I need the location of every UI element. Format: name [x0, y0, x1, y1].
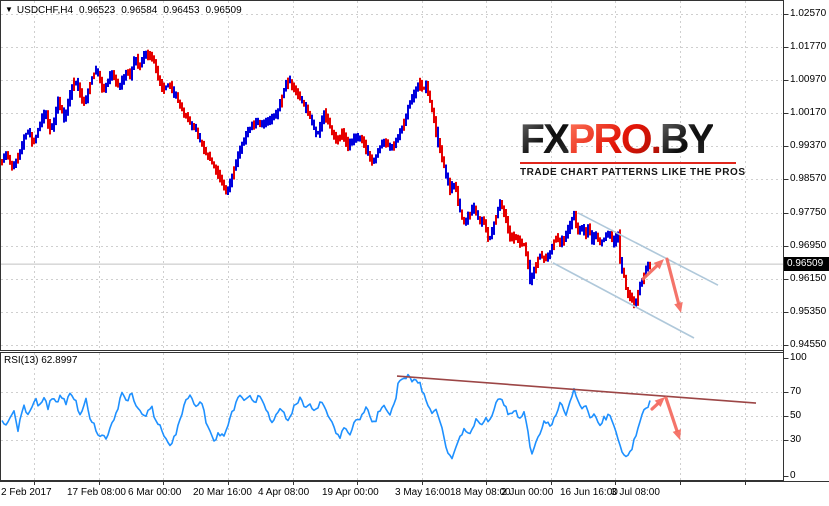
- rsi-axis-label: 70: [790, 386, 802, 397]
- channel-lower-line: [552, 262, 695, 339]
- quote-low: 0.96453: [163, 5, 200, 16]
- forecast-arrow-shaft: [665, 257, 681, 305]
- time-axis-label: 18 May 08:00: [450, 487, 511, 498]
- rsi-trendline: [396, 375, 757, 404]
- quote-high: 0.96584: [121, 5, 158, 16]
- rsi-axis-label: 0: [790, 470, 796, 481]
- price-axis-label: 0.97750: [790, 207, 827, 218]
- time-axis-label: 2 Jun 00:00: [501, 487, 554, 498]
- logo-tagline: TRADE CHART PATTERNS LIKE THE PROS: [520, 167, 746, 178]
- logo-fx: FX: [520, 115, 570, 162]
- price-axis-label: 1.00970: [790, 74, 827, 85]
- forecast-arrow-shaft: [650, 402, 660, 411]
- time-axis-label: 20 Mar 16:00: [193, 487, 252, 498]
- quote-close: 0.96509: [205, 5, 242, 16]
- forecast-arrow-head: [654, 397, 665, 408]
- time-axis-label: 17 Feb 08:00: [67, 487, 126, 498]
- time-axis-label: 3 Jul 08:00: [611, 487, 660, 498]
- price-axis-label: 0.99370: [790, 140, 827, 151]
- price-axis-label: 0.96950: [790, 240, 827, 251]
- price-axis-label: 0.95350: [790, 306, 827, 317]
- watermark-logo: FXPRO.BY TRADE CHART PATTERNS LIKE THE P…: [520, 118, 746, 178]
- rsi-line: [1, 373, 651, 460]
- time-axis-label: 19 Apr 00:00: [322, 487, 379, 498]
- rsi-axis-label: 100: [790, 352, 807, 363]
- time-axis-label: 2 Feb 2017: [1, 487, 52, 498]
- channel-upper-line: [577, 212, 719, 286]
- forecast-arrow-shaft: [664, 396, 679, 433]
- logo-by: BY: [660, 115, 715, 162]
- main-pane-border: [0, 0, 784, 351]
- price-axis-label: 0.96150: [790, 273, 827, 284]
- chevron-down-icon: ▼: [5, 5, 13, 14]
- logo-wordmark: FXPRO.BY: [520, 118, 739, 160]
- rsi-pane-border: [0, 352, 784, 481]
- rsi-axis-label: 30: [790, 434, 802, 445]
- rsi-indicator-label: RSI(13) 62.8997: [4, 355, 78, 366]
- price-axis-label: 0.94550: [790, 339, 827, 350]
- price-axis-label: 1.01770: [790, 41, 827, 52]
- candlestick-series: [1, 49, 651, 309]
- quote-open: 0.96523: [79, 5, 116, 16]
- logo-pro: PRO.: [568, 115, 662, 162]
- price-axis-label: 1.00170: [790, 107, 827, 118]
- forecast-arrow-shaft: [641, 264, 659, 281]
- forecast-arrow-head: [672, 429, 682, 440]
- time-axis-label: 3 May 16:00: [395, 487, 451, 498]
- time-axis-label: 16 Jun 16:00: [560, 487, 618, 498]
- time-axis-label: 4 Apr 08:00: [258, 487, 310, 498]
- forecast-arrow-head: [653, 259, 664, 270]
- chart-title: ▼ USDCHF,H4 0.96523 0.96584 0.96453 0.96509: [5, 4, 242, 17]
- time-axis-label: 6 Mar 00:00: [128, 487, 182, 498]
- price-axis-label: 1.02570: [790, 8, 827, 19]
- current-price-badge: 0.96509: [784, 257, 829, 271]
- rsi-axis-label: 50: [790, 410, 802, 421]
- price-axis-label: 0.98570: [790, 173, 827, 184]
- symbol-label: USDCHF,H4: [16, 5, 74, 16]
- logo-divider: [520, 162, 736, 164]
- forecast-arrow-head: [674, 302, 683, 313]
